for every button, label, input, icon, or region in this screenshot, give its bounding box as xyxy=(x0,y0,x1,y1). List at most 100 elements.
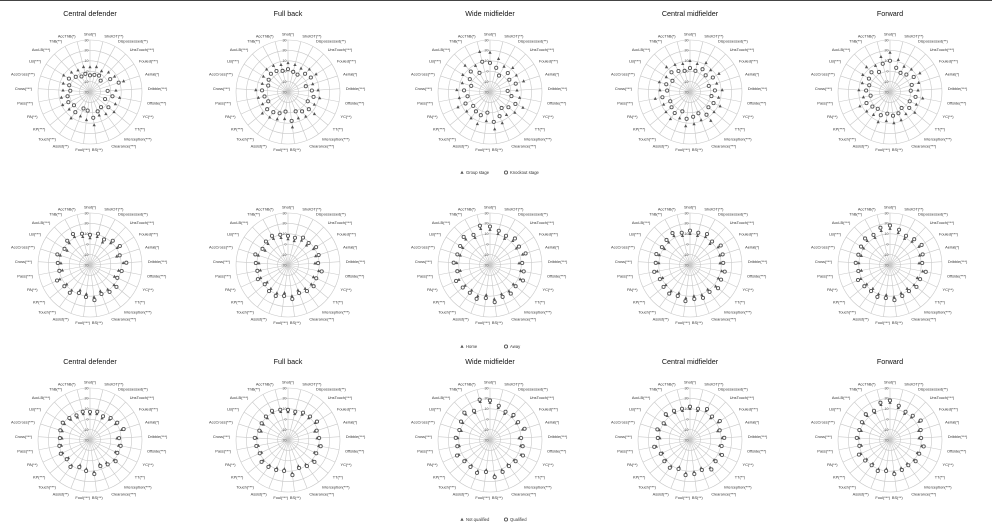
axis-label: ThB(**) xyxy=(247,387,260,392)
axis-spoke xyxy=(489,264,510,314)
axis-label: Fouled(***) xyxy=(539,58,559,63)
axis-label: Touch(***) xyxy=(38,309,56,314)
axis-spoke xyxy=(889,389,904,441)
axis-label: KP(***) xyxy=(33,299,46,304)
axis-label: AccThB(*) xyxy=(858,206,876,211)
axis-label: KP(***) xyxy=(633,299,646,304)
axis-label: Pass(***) xyxy=(417,273,433,278)
data-point-circle xyxy=(703,73,708,78)
data-point-circle xyxy=(899,105,904,111)
tick-label: -20 xyxy=(883,438,888,442)
axis-label: KP(***) xyxy=(231,474,244,479)
axis-label: AccLB(***) xyxy=(230,220,249,225)
axis-label: TT(**) xyxy=(135,126,146,131)
data-point-triangle xyxy=(888,50,892,54)
axis-label: Pass(***) xyxy=(215,273,231,278)
data-point-triangle xyxy=(662,102,666,106)
axis-spoke xyxy=(689,264,738,288)
data-point-circle xyxy=(485,110,490,115)
axis-spoke xyxy=(489,91,542,103)
data-point-circle xyxy=(471,408,477,413)
data-point-circle xyxy=(57,443,62,448)
data-point-triangle xyxy=(715,81,719,85)
data-point-circle xyxy=(66,100,71,105)
axis-spoke xyxy=(838,88,891,93)
data-point-triangle xyxy=(709,68,713,72)
axis-label: Dispossessed(**) xyxy=(518,387,549,392)
axis-label: Shot(*) xyxy=(484,380,497,385)
data-point-circle xyxy=(659,245,664,250)
data-point-triangle xyxy=(871,286,875,290)
axis-label: Offside(***) xyxy=(345,273,365,278)
data-point-circle xyxy=(718,243,723,248)
axis-spoke xyxy=(676,214,691,266)
tick-label: -20 xyxy=(83,438,88,442)
data-point-triangle xyxy=(720,269,724,273)
axis-spoke xyxy=(449,264,491,299)
axis-spoke xyxy=(889,401,926,441)
data-point-circle xyxy=(692,296,697,302)
axis-label: Assist(**) xyxy=(251,316,268,321)
axis-label: Offside(***) xyxy=(147,100,167,105)
axis-label: YC(**) xyxy=(142,114,154,119)
data-point-circle xyxy=(921,444,926,449)
data-point-triangle xyxy=(493,127,497,131)
data-point-circle xyxy=(679,230,684,235)
data-point-triangle xyxy=(72,234,77,239)
axis-spoke xyxy=(889,264,938,288)
data-point-circle xyxy=(273,293,278,298)
axis-label: UnsTouch(***) xyxy=(130,47,155,52)
data-point-triangle xyxy=(279,236,283,240)
data-point-circle xyxy=(117,253,122,258)
data-point-circle xyxy=(892,471,897,477)
axis-label: Foul(***) xyxy=(675,495,690,500)
tick-label: 0 xyxy=(687,70,689,74)
data-point-triangle xyxy=(718,253,722,257)
axis-spoke xyxy=(489,439,531,474)
axis-label: KP(***) xyxy=(33,126,46,131)
data-point-triangle xyxy=(657,261,661,265)
data-point-circle xyxy=(864,88,869,93)
data-point-circle xyxy=(499,105,504,111)
data-point-triangle xyxy=(469,116,473,120)
data-point-triangle xyxy=(664,110,668,114)
axis-spoke xyxy=(287,261,340,266)
data-point-circle xyxy=(496,403,501,408)
axis-spoke xyxy=(287,264,336,288)
data-point-circle xyxy=(278,232,283,237)
axis-spoke xyxy=(89,264,138,288)
axis-spoke xyxy=(489,91,497,144)
axis-spoke xyxy=(83,91,91,144)
data-point-circle xyxy=(468,464,473,469)
data-point-circle xyxy=(715,286,721,291)
data-point-circle xyxy=(868,289,874,294)
axis-label: PA(**) xyxy=(427,114,438,119)
axis-spoke xyxy=(240,439,289,463)
radar-chart-2-1: Shot(*) ShotOT(**)Dispossessed(**) UnsTouc… xyxy=(209,357,366,500)
axis-label: Aerial(*) xyxy=(745,72,760,77)
axis-spoke xyxy=(89,264,142,276)
data-point-circle xyxy=(292,235,298,240)
axis-label: Interception(***) xyxy=(724,136,752,141)
data-point-circle xyxy=(920,252,925,257)
axis-label: AccThB(*) xyxy=(658,206,676,211)
axis-spoke xyxy=(489,46,516,93)
axis-spoke xyxy=(845,236,891,266)
axis-spoke xyxy=(689,401,726,441)
data-point-circle xyxy=(699,467,704,473)
legend-circle-icon xyxy=(503,517,509,522)
radar-chart-1-3: Shot(*) ShotOT(**)Dispossessed(**) UnsTouc… xyxy=(611,205,768,326)
axis-spoke xyxy=(840,75,891,93)
tick-label: 30 xyxy=(485,38,489,42)
axis-spoke xyxy=(59,264,91,308)
data-point-triangle xyxy=(502,64,506,68)
data-point-circle xyxy=(675,293,680,298)
data-point-triangle xyxy=(669,289,673,293)
axis-spoke xyxy=(870,439,891,489)
data-point-circle xyxy=(462,410,467,415)
data-point-circle xyxy=(918,418,923,423)
data-point-triangle xyxy=(67,241,71,245)
tick-label: 10 xyxy=(85,407,89,411)
axis-label: AccCross(***) xyxy=(11,72,35,77)
data-point-triangle xyxy=(717,71,721,75)
